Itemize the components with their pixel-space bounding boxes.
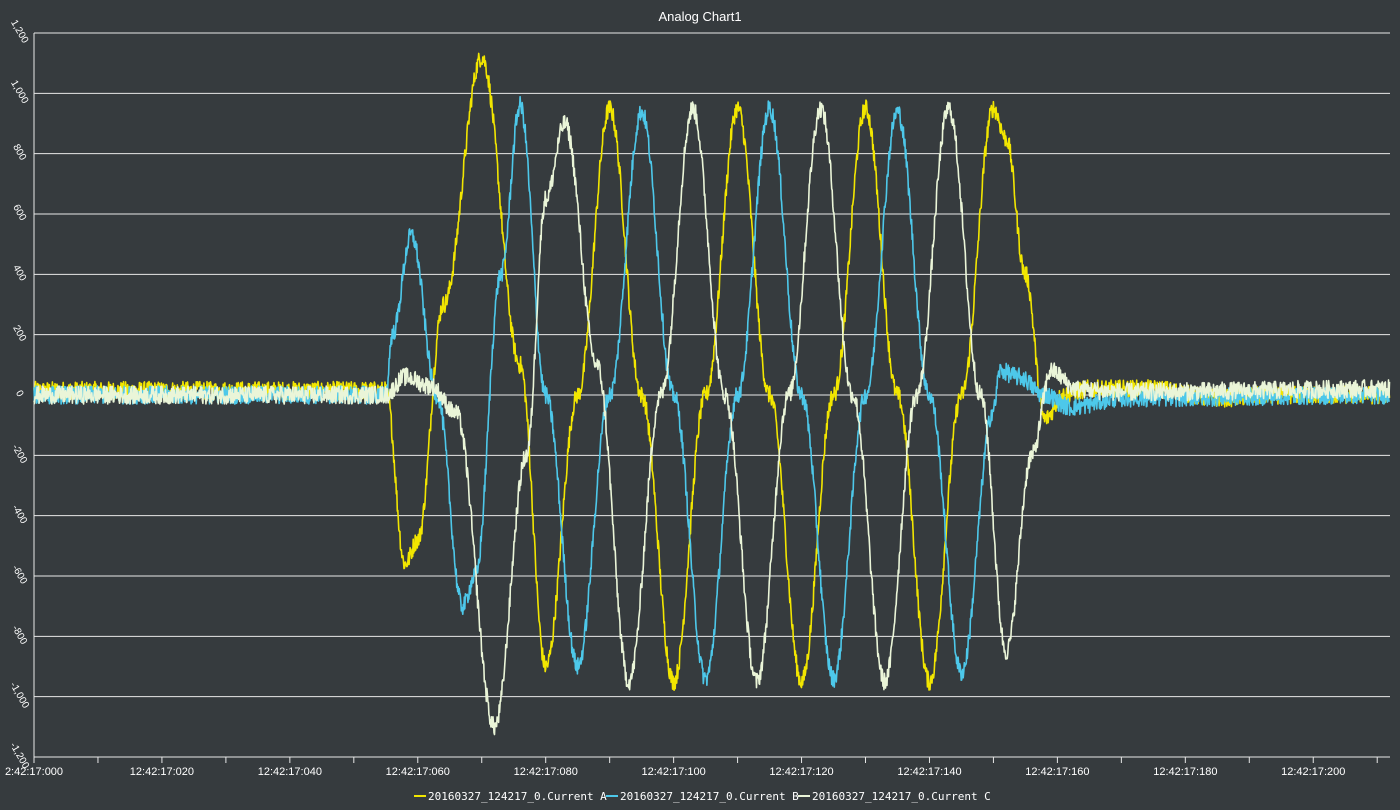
- series-line-1: [33, 52, 1391, 691]
- y-tick-label: -400: [9, 503, 29, 526]
- series-line-3: [33, 101, 1391, 736]
- x-tick-label: 12:42:17:060: [386, 766, 450, 778]
- legend: 20160327_124217_0.Current A 20160327_1242…: [414, 790, 991, 803]
- x-tick-label: 12:42:17:140: [897, 766, 961, 778]
- y-tick-label: 800: [10, 142, 28, 162]
- x-tick-label: 12:42:17:120: [769, 766, 833, 778]
- legend-label: 20160327_124217_0.Current A: [428, 790, 607, 803]
- x-tick-label: 12:42:17:200: [1281, 766, 1345, 778]
- x-tick-label: 2:42:17:000: [5, 766, 63, 778]
- x-tick-label: 12:42:17:160: [1025, 766, 1089, 778]
- y-tick-label: 1,000: [8, 78, 30, 106]
- y-tick-label: 400: [10, 263, 28, 283]
- x-tick-label: 12:42:17:180: [1153, 766, 1217, 778]
- y-tick-label: 1,200: [8, 18, 30, 46]
- x-tick-label: 12:42:17:020: [130, 766, 194, 778]
- y-tick-label: 0: [13, 389, 26, 400]
- legend-label: 20160327_124217_0.Current B: [620, 790, 799, 803]
- x-tick-label: 12:42:17:080: [514, 766, 578, 778]
- y-tick-label: 600: [10, 203, 28, 223]
- x-tick-label: 12:42:17:040: [258, 766, 322, 778]
- y-tick-label: -200: [9, 443, 29, 466]
- y-tick-label: 200: [10, 323, 28, 343]
- x-tick-label: 12:42:17:100: [642, 766, 706, 778]
- series-lines: [33, 52, 1391, 736]
- y-tick-label: -1,000: [7, 680, 31, 710]
- legend-label: 20160327_124217_0.Current C: [812, 790, 991, 803]
- y-tick-label: -800: [9, 624, 29, 647]
- y-tick-label: -600: [9, 563, 29, 586]
- chart-title: Analog Chart1: [658, 9, 742, 24]
